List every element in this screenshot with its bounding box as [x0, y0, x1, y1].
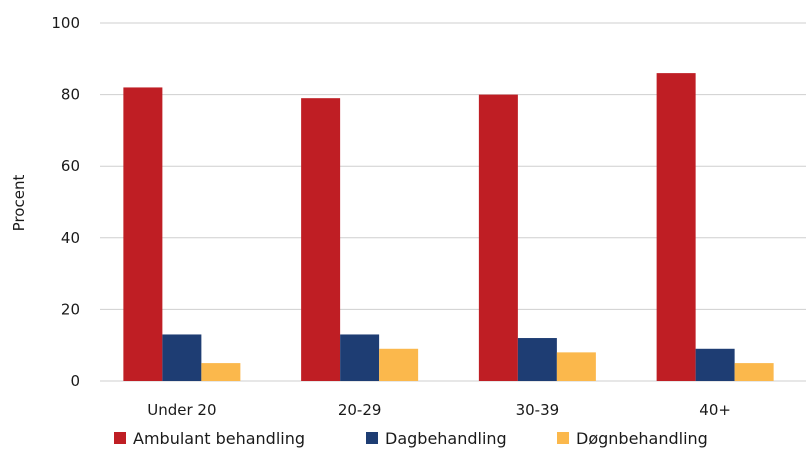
- legend-item: Døgnbehandling: [557, 429, 708, 448]
- bar: [162, 334, 202, 381]
- legend-label: Døgnbehandling: [576, 429, 708, 448]
- x-tick-label: 30-39: [516, 401, 560, 419]
- legend: Ambulant behandling Dagbehandling Døgnbeha…: [114, 429, 708, 448]
- bar: [379, 348, 419, 381]
- bar: [201, 363, 241, 381]
- bar: [734, 363, 774, 381]
- y-tick-label: 100: [51, 14, 80, 32]
- gridlines: [100, 22, 806, 382]
- bar: [517, 338, 557, 381]
- bar: [695, 348, 735, 381]
- y-tick-labels: 0 20 40 60 80 100: [51, 14, 80, 390]
- legend-item: Dagbehandling: [366, 429, 507, 448]
- x-tick-label: 20-29: [338, 401, 382, 419]
- y-tick-label: 20: [61, 300, 80, 318]
- bar: [556, 352, 596, 381]
- bar: [340, 334, 380, 381]
- bars: [123, 73, 774, 382]
- y-tick-label: 40: [61, 229, 80, 247]
- legend-swatch: [114, 432, 126, 444]
- bar: [478, 94, 518, 381]
- y-tick-label: 80: [61, 86, 80, 104]
- x-tick-label: 40+: [699, 401, 731, 419]
- bar: [301, 98, 341, 382]
- legend-label: Dagbehandling: [385, 429, 507, 448]
- y-tick-label: 60: [61, 157, 80, 175]
- legend-swatch: [557, 432, 569, 444]
- x-tick-label: Under 20: [147, 401, 216, 419]
- legend-item: Ambulant behandling: [114, 429, 305, 448]
- legend-swatch: [366, 432, 378, 444]
- legend-label: Ambulant behandling: [133, 429, 305, 448]
- y-axis-label: Procent: [10, 175, 28, 232]
- y-tick-label: 0: [70, 372, 80, 390]
- bar: [656, 73, 696, 382]
- x-tick-labels: Under 20 20-29 30-39 40+: [147, 401, 731, 419]
- bar: [123, 87, 163, 381]
